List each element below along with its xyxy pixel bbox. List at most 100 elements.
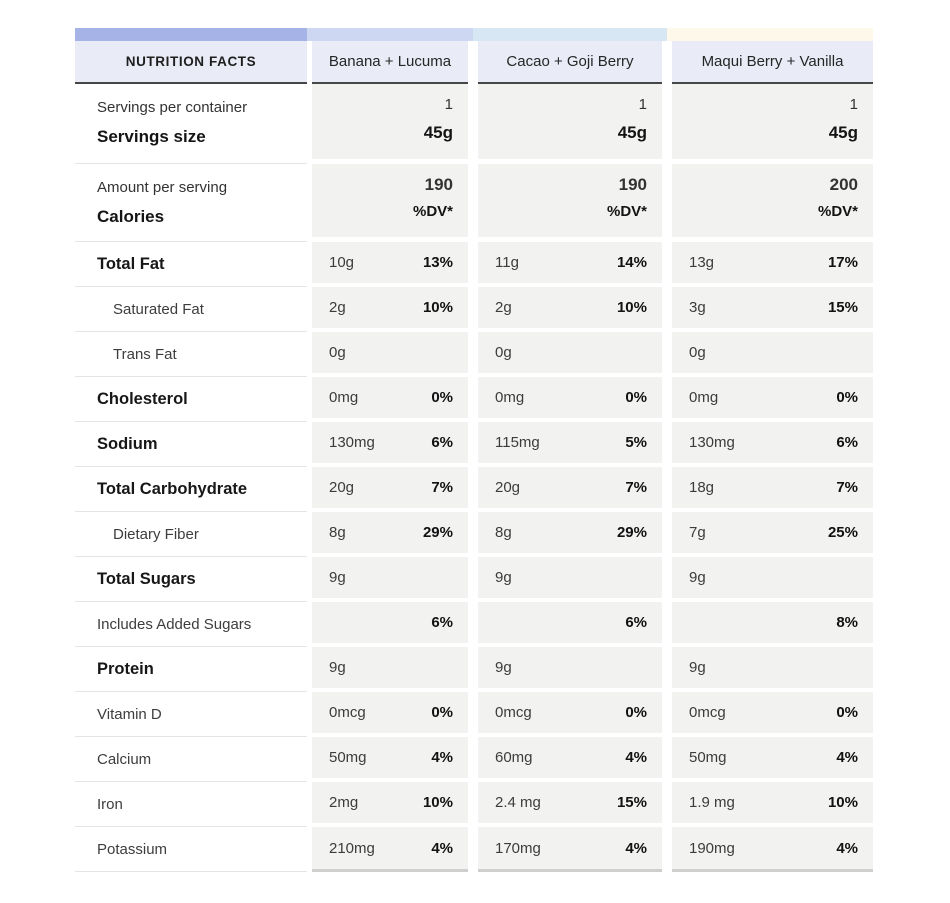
amount-value: 9g xyxy=(495,569,512,586)
nutrient-row: Vitamin D 0mcg 0% 0mcg 0% 0mcg 0% xyxy=(75,692,873,737)
calories-data-cell: 190 %DV* xyxy=(307,164,473,242)
dv-value: 6% xyxy=(625,614,647,631)
accent-strip-segment xyxy=(75,28,307,41)
amount-value: 130mg xyxy=(329,434,375,451)
nutrient-data-cell: 2mg 10% xyxy=(307,782,473,827)
nutrient-data-cell: 9g xyxy=(667,557,873,602)
nutrient-data-cell: 2.4 mg 15% xyxy=(473,782,667,827)
nutrient-data-cell: 18g 7% xyxy=(667,467,873,512)
nutrient-data-cell: 11g 14% xyxy=(473,242,667,287)
dv-value: 10% xyxy=(827,794,858,811)
nutrient-name: Trans Fat xyxy=(113,345,177,363)
servings-per-container-label: Servings per container xyxy=(97,99,248,116)
amount-value: 170mg xyxy=(495,839,541,857)
dv-value: 10% xyxy=(422,794,453,811)
amount-value: 60mg xyxy=(495,749,533,766)
nutrient-row: Total Carbohydrate 20g 7% 20g 7% 18g 7% xyxy=(75,467,873,512)
dv-value: 29% xyxy=(616,524,647,541)
serving-size-value: 45g xyxy=(423,123,453,142)
dv-value: 10% xyxy=(616,299,647,316)
nutrient-row: Total Fat 10g 13% 11g 14% 13g 17% xyxy=(75,242,873,287)
nutrient-row-label: Vitamin D xyxy=(75,692,307,737)
calories-value: 200 xyxy=(829,175,858,194)
amount-value: 0g xyxy=(495,344,512,361)
nutrient-name: Total Sugars xyxy=(97,569,196,588)
nutrient-row-label: Protein xyxy=(75,647,307,692)
nutrient-data-cell: 0mg 0% xyxy=(667,377,873,422)
nutrient-row: Protein 9g 9g 9g xyxy=(75,647,873,692)
amount-value: 9g xyxy=(495,659,512,676)
product-column-header-label: Maqui Berry + Vanilla xyxy=(701,53,844,70)
servings-data-cell: 1 45g xyxy=(667,84,873,164)
dv-value: 4% xyxy=(431,749,453,766)
nutrient-name: Potassium xyxy=(97,840,168,858)
amount-value: 115mg xyxy=(495,434,540,451)
nutrient-row-label: Potassium xyxy=(75,827,307,872)
serving-size-value: 45g xyxy=(617,123,647,142)
nutrient-data-cell: 10g 13% xyxy=(307,242,473,287)
amount-value: 2mg xyxy=(329,794,359,811)
product-column-header: Maqui Berry + Vanilla xyxy=(667,41,873,84)
dv-value: 4% xyxy=(431,839,453,857)
accent-strip-segment xyxy=(473,28,667,41)
accent-strip xyxy=(75,28,873,41)
product-column-header-label: Cacao + Goji Berry xyxy=(506,53,634,70)
nutrient-name: Vitamin D xyxy=(97,705,162,723)
amount-value: 0mcg xyxy=(689,704,726,721)
nutrient-data-cell: 8g 29% xyxy=(473,512,667,557)
nutrient-name: Dietary Fiber xyxy=(113,525,199,543)
servings-data-cell: 1 45g xyxy=(307,84,473,164)
nutrient-data-cell: 190mg 4% xyxy=(667,827,873,872)
amount-value: 2g xyxy=(329,299,346,316)
dv-value: 17% xyxy=(827,254,858,271)
calories-data-cell: 200 %DV* xyxy=(667,164,873,242)
dv-value: 6% xyxy=(431,614,453,631)
nutrient-row-label: Total Fat xyxy=(75,242,307,287)
nutrient-data-cell: 115mg 5% xyxy=(473,422,667,467)
dv-value: 14% xyxy=(616,254,647,271)
nutrient-data-cell: 20g 7% xyxy=(307,467,473,512)
dv-value: 15% xyxy=(827,299,858,316)
nutrient-data-cell: 170mg 4% xyxy=(473,827,667,872)
amount-value: 50mg xyxy=(689,749,727,766)
header-row: NUTRITION FACTS Banana + Lucuma Cacao + … xyxy=(75,41,873,84)
dv-value: 0% xyxy=(836,704,858,721)
nutrient-data-cell: 3g 15% xyxy=(667,287,873,332)
nutrient-data-cell: 0mg 0% xyxy=(307,377,473,422)
dv-column-header: %DV* xyxy=(606,203,647,220)
nutrient-row-label: Dietary Fiber xyxy=(75,512,307,557)
nutrient-data-cell: 130mg 6% xyxy=(667,422,873,467)
nutrient-row: Trans Fat 0g 0g 0g xyxy=(75,332,873,377)
amount-value: 8g xyxy=(495,524,512,541)
dv-value: 13% xyxy=(422,254,453,271)
dv-value: 29% xyxy=(422,524,453,541)
table-title: NUTRITION FACTS xyxy=(125,54,257,69)
nutrient-data-cell: 50mg 4% xyxy=(667,737,873,782)
nutrient-row: Dietary Fiber 8g 29% 8g 29% 7g 25% xyxy=(75,512,873,557)
nutrient-data-cell: 130mg 6% xyxy=(307,422,473,467)
dv-value: 4% xyxy=(625,749,647,766)
amount-value: 10g xyxy=(329,254,355,271)
nutrient-data-cell: 60mg 4% xyxy=(473,737,667,782)
nutrient-data-cell: 20g 7% xyxy=(473,467,667,512)
dv-value: 7% xyxy=(625,479,647,496)
nutrient-rows: Total Fat 10g 13% 11g 14% 13g 17% Satura… xyxy=(75,242,873,872)
nutrient-row: Cholesterol 0mg 0% 0mg 0% 0mg 0% xyxy=(75,377,873,422)
dv-value: 8% xyxy=(836,614,858,631)
calories-data-cell: 190 %DV* xyxy=(473,164,667,242)
nutrient-row-label: Total Carbohydrate xyxy=(75,467,307,512)
nutrient-data-cell: 7g 25% xyxy=(667,512,873,557)
nutrient-data-cell: 2g 10% xyxy=(473,287,667,332)
dv-value: 4% xyxy=(836,749,858,766)
dv-column-header: %DV* xyxy=(412,203,453,220)
amount-value: 190mg xyxy=(689,839,735,857)
calories-label: Calories xyxy=(97,207,165,226)
amount-value: 20g xyxy=(329,479,355,496)
dv-value: 15% xyxy=(616,794,647,811)
product-column-header-label: Banana + Lucuma xyxy=(328,53,452,70)
amount-value: 2g xyxy=(495,299,512,316)
nutrient-data-cell: 9g xyxy=(667,647,873,692)
amount-value: 0mcg xyxy=(495,704,532,721)
calories-row-label: Amount per serving Calories xyxy=(75,164,307,242)
nutrient-row-label: Iron xyxy=(75,782,307,827)
